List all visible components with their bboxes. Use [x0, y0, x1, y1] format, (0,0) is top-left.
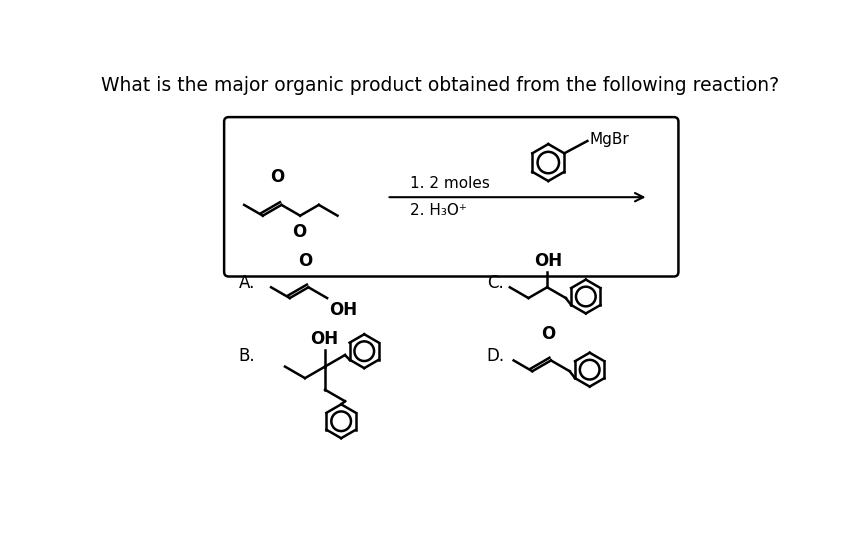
Text: B.: B. — [239, 347, 256, 365]
Text: C.: C. — [486, 274, 504, 292]
Text: 1. 2 moles: 1. 2 moles — [409, 176, 490, 191]
Text: 2. H₃O⁺: 2. H₃O⁺ — [409, 203, 467, 218]
Text: MgBr: MgBr — [589, 132, 630, 147]
Text: O: O — [541, 325, 555, 343]
Text: A.: A. — [239, 274, 255, 292]
Text: O: O — [299, 252, 312, 270]
Text: OH: OH — [534, 252, 562, 270]
Text: D.: D. — [486, 347, 505, 365]
Text: O: O — [293, 223, 306, 241]
Text: OH: OH — [310, 330, 338, 348]
Text: O: O — [270, 168, 285, 186]
Text: OH: OH — [329, 301, 357, 319]
Text: What is the major organic product obtained from the following reaction?: What is the major organic product obtain… — [100, 75, 779, 94]
